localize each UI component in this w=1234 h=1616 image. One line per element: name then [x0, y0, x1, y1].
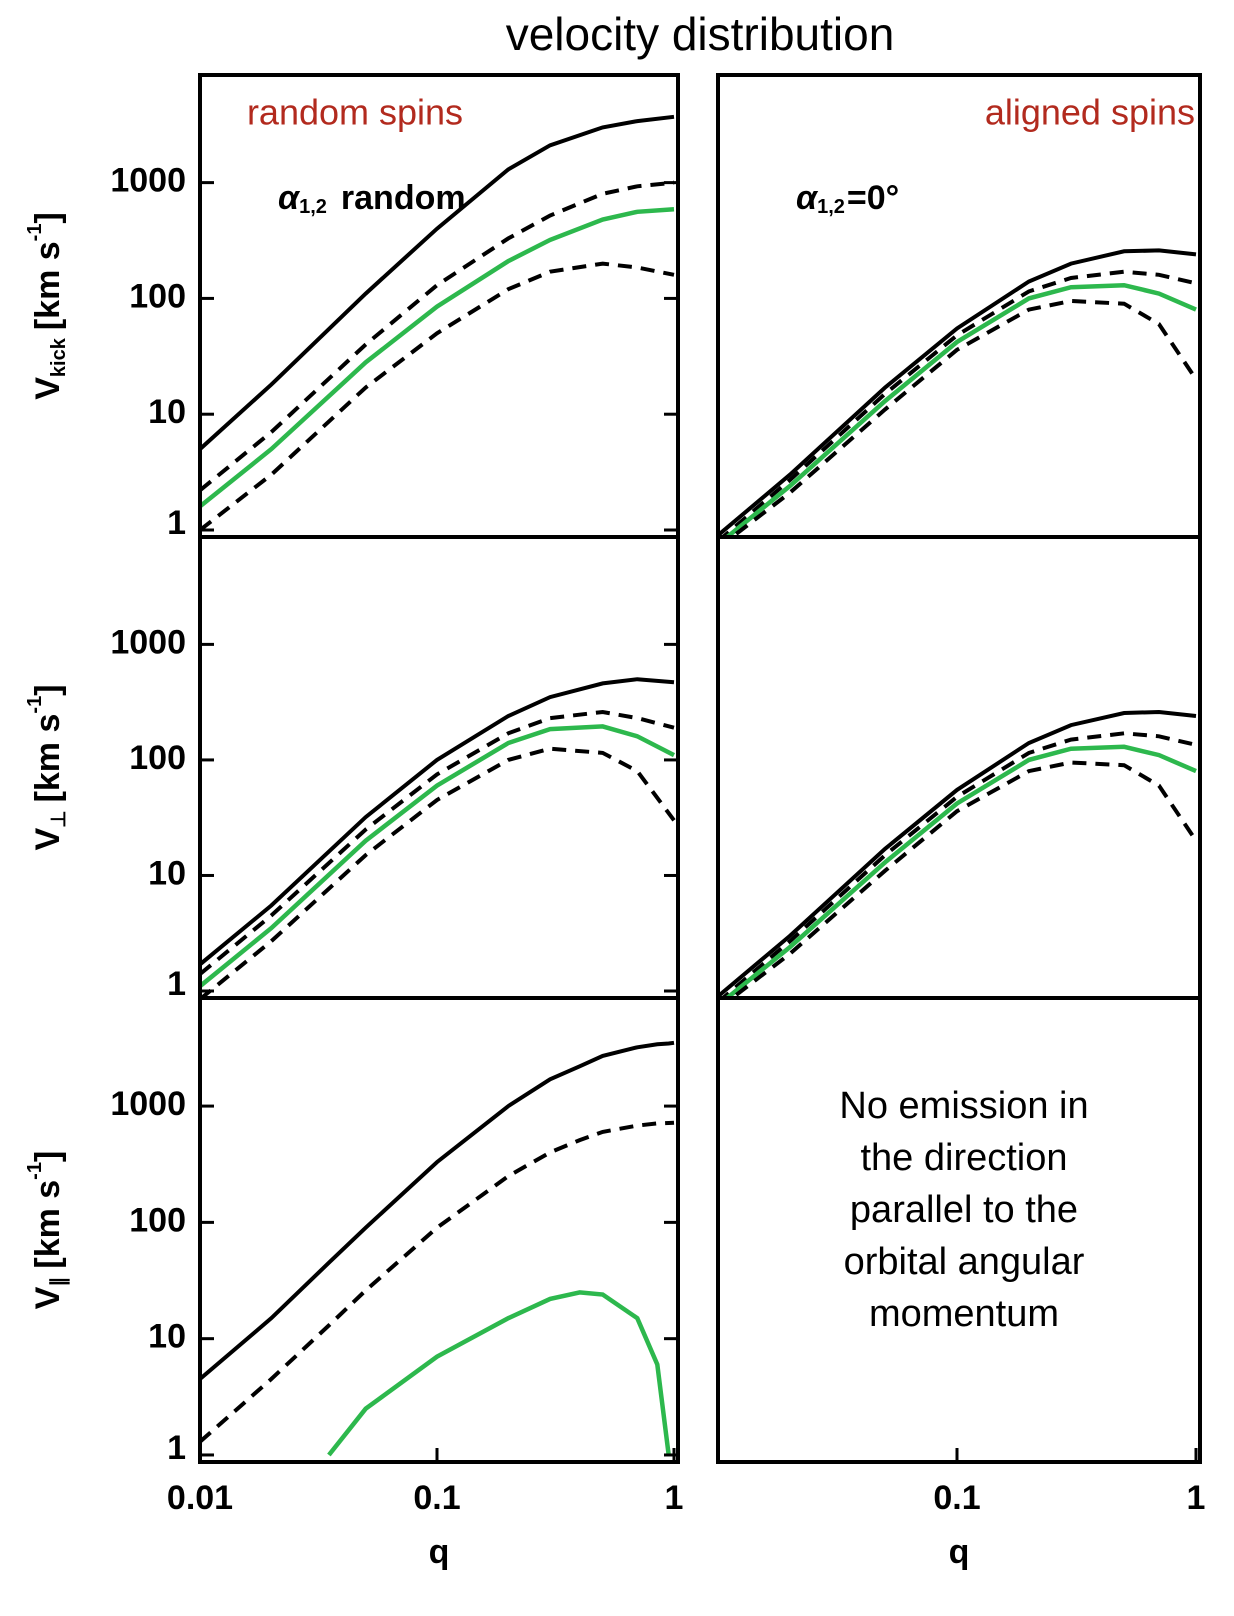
panel-label: α1,2=0°	[796, 179, 899, 218]
y-label-symbol: V	[29, 828, 67, 851]
note-line: No emission in	[839, 1085, 1088, 1127]
y-tick-label: 1000	[110, 1085, 186, 1123]
data-line	[327, 1290, 671, 1457]
data-line	[728, 760, 1198, 998]
y-label-subscript: kick	[48, 337, 70, 377]
y-tick-label: 10	[148, 854, 186, 892]
note-line: momentum	[869, 1293, 1059, 1335]
y-label-symbol: V	[29, 1286, 67, 1309]
label-rest: random	[341, 179, 466, 217]
plot-area	[200, 1040, 675, 1457]
data-line	[200, 114, 675, 451]
y-tick-label: 10	[148, 393, 186, 431]
data-line	[728, 298, 1198, 537]
note-line: orbital angular	[844, 1241, 1085, 1283]
data-line	[718, 248, 1197, 537]
y-axis-label: V∥ [km s-1]	[24, 1151, 70, 1310]
plot-area	[718, 248, 1198, 537]
data-line	[200, 724, 676, 988]
panel-frame	[198, 996, 680, 1464]
y-label-symbol: V	[29, 377, 67, 400]
panel: aligned spins α1,2=0°	[716, 73, 1202, 539]
data-line	[718, 709, 1197, 998]
y-tick-label: 1000	[110, 162, 186, 200]
panel-frame	[716, 996, 1202, 1464]
data-line	[200, 677, 675, 966]
label-symbol: α	[278, 179, 301, 217]
plot-area	[718, 709, 1198, 998]
label-symbol: α	[796, 179, 819, 217]
y-tick-label: 100	[129, 1201, 186, 1239]
y-label-unit: [km s	[29, 241, 67, 330]
y-axis-label: V⊥ [km s-1]	[24, 684, 70, 850]
y-label-unit: [km s	[29, 714, 67, 803]
x-tick-label: 0.1	[933, 1479, 980, 1517]
x-axis-label: q	[429, 1533, 450, 1571]
x-tick-label: 0.01	[167, 1479, 233, 1517]
panel: 1 10 100 1000 0.01 0.1 1 q V∥ [km s-1]	[24, 996, 684, 1571]
data-line	[200, 1040, 675, 1381]
y-tick-label: 100	[129, 739, 186, 777]
y-label-superscript: -1	[24, 1162, 46, 1180]
y-label-end: ]	[29, 212, 67, 223]
panel	[716, 535, 1202, 1000]
data-line	[200, 206, 675, 509]
y-label-subscript: ⊥	[48, 810, 70, 827]
x-tick-label: 1	[1187, 1479, 1206, 1517]
y-label-end: ]	[29, 684, 67, 695]
x-axis-label: q	[949, 1533, 970, 1571]
y-axis-label: Vkick [km s-1]	[24, 212, 70, 400]
data-line	[723, 282, 1197, 537]
data-line	[200, 746, 676, 998]
y-tick-label: 100	[129, 277, 186, 315]
panel: 0.1 1 q No emission in the direction parallel…	[716, 996, 1206, 1571]
panel: 1 10 100 1000 V⊥ [km s-1]	[24, 535, 680, 1003]
label-subscript: 1,2	[817, 196, 845, 218]
x-tick-label: 0.1	[413, 1479, 460, 1517]
y-tick-label: 1000	[110, 623, 186, 661]
y-label-subscript: ∥	[48, 1277, 70, 1287]
y-label-end: ]	[29, 1151, 67, 1162]
y-label-superscript: -1	[24, 224, 46, 242]
plot-area	[200, 677, 676, 998]
note-line: parallel to the	[850, 1189, 1078, 1231]
y-label-superscript: -1	[24, 696, 46, 714]
figure-title: velocity distribution	[506, 8, 895, 60]
panel-label: α1,2 random	[278, 179, 466, 218]
note-line: the direction	[860, 1137, 1067, 1179]
x-tick-label: 1	[665, 1479, 684, 1517]
data-line	[200, 709, 675, 976]
data-line	[200, 1120, 675, 1444]
label-rest: =0°	[847, 179, 899, 217]
y-tick-label: 10	[148, 1318, 186, 1356]
y-label-unit: [km s	[29, 1180, 67, 1269]
y-tick-label: 1	[167, 965, 186, 1003]
data-line	[719, 731, 1197, 998]
data-line	[719, 269, 1197, 537]
panel: 1 10 100 1000 Vkick [km s-1] random spins α1,2 r…	[24, 73, 680, 542]
y-tick-label: 1	[167, 504, 186, 542]
plot-area	[200, 114, 675, 532]
panel-annotation: random spins	[247, 92, 463, 133]
data-line	[200, 180, 675, 492]
data-line	[200, 261, 675, 532]
y-tick-label: 1	[167, 1429, 186, 1467]
panel-annotation: aligned spins	[985, 92, 1195, 133]
label-subscript: 1,2	[299, 196, 327, 218]
data-line	[723, 744, 1197, 998]
